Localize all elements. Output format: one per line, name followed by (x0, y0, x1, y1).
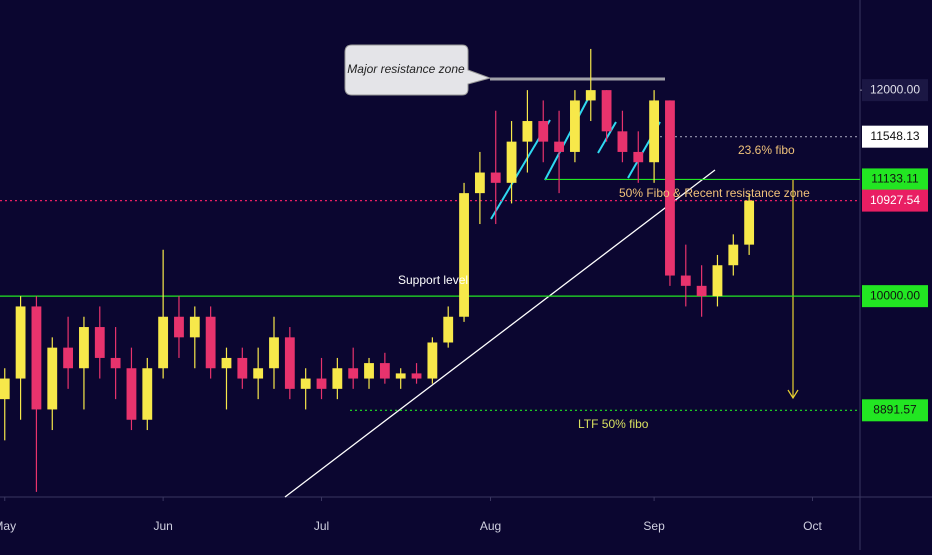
candle-body (79, 327, 89, 369)
candle-body (158, 316, 169, 369)
candle-body (47, 347, 58, 410)
candle-body (348, 368, 359, 379)
price-label: 10927.54 (870, 193, 920, 207)
price-label-box (862, 399, 928, 422)
candle-body (728, 244, 739, 266)
annotation: LTF 50% fibo (578, 417, 649, 431)
y-tick-label: 12000.00 (870, 82, 920, 96)
candle-body (617, 131, 628, 152)
candle-body (0, 378, 10, 400)
annotation: Support level (398, 273, 468, 287)
callout-box (344, 44, 492, 96)
candle-body (31, 306, 42, 410)
price-label-box (862, 189, 928, 212)
channel-line (544, 94, 591, 181)
price-label: 11548.13 (870, 129, 919, 143)
candle-body (332, 368, 343, 389)
x-tick-label: Oct (803, 519, 822, 533)
price-label: 11133.11 (871, 172, 919, 186)
candle-body (174, 316, 184, 338)
candle-body (110, 357, 121, 369)
candle-body (554, 141, 564, 152)
candle-body (744, 200, 755, 245)
target-arrow-head (787, 389, 799, 400)
candle-body (15, 306, 26, 379)
candle-body (665, 100, 675, 276)
candle-body (269, 337, 279, 369)
candle-body (411, 373, 422, 379)
price-label-box (862, 168, 928, 191)
x-tick-label: May (0, 519, 16, 533)
price-label-box (862, 285, 928, 308)
candle-body (395, 373, 406, 379)
x-tick-label: Aug (480, 519, 501, 533)
candle-body (300, 378, 311, 389)
trendline (284, 169, 716, 498)
candle-body (633, 151, 644, 163)
x-tick-label: Jul (314, 519, 329, 533)
candle-body (205, 316, 216, 369)
candle-body (585, 90, 596, 101)
price-label-box (862, 125, 928, 148)
candle-body (649, 100, 660, 163)
candle-body (189, 316, 200, 338)
candle-body (490, 172, 501, 183)
annotation: 23.6% fibo (738, 143, 795, 157)
candle-body (459, 193, 469, 317)
x-tick-label: Jun (153, 519, 172, 533)
candle-body (379, 363, 390, 379)
x-tick-label: Sep (643, 519, 665, 533)
candle-body (538, 121, 549, 142)
candle-body (506, 141, 517, 183)
candle-body (237, 357, 248, 379)
candle-body (94, 327, 105, 358)
candle-body (142, 368, 153, 420)
price-label: 10000.00 (870, 288, 920, 302)
candle-body (522, 121, 533, 142)
y-tick-box (862, 79, 928, 102)
candle-body (364, 363, 374, 379)
candle-body (253, 368, 264, 379)
callout-text: Major resistance zone (347, 62, 465, 76)
candle-body (696, 285, 707, 297)
candle-body (570, 100, 580, 152)
candle-body (316, 378, 327, 389)
candle-body (680, 275, 691, 286)
candle-body (126, 368, 137, 420)
candle-body (221, 357, 232, 369)
candle-body (63, 347, 74, 369)
candle-body (427, 342, 438, 379)
candle-body (474, 172, 485, 194)
candle-body (284, 337, 295, 389)
candle-body (712, 265, 723, 297)
price-label: 8891.57 (873, 402, 917, 416)
candle-body (601, 90, 612, 132)
candle-body (443, 316, 454, 343)
annotation: 50% Fibo & Recent resistance zone (619, 186, 810, 200)
